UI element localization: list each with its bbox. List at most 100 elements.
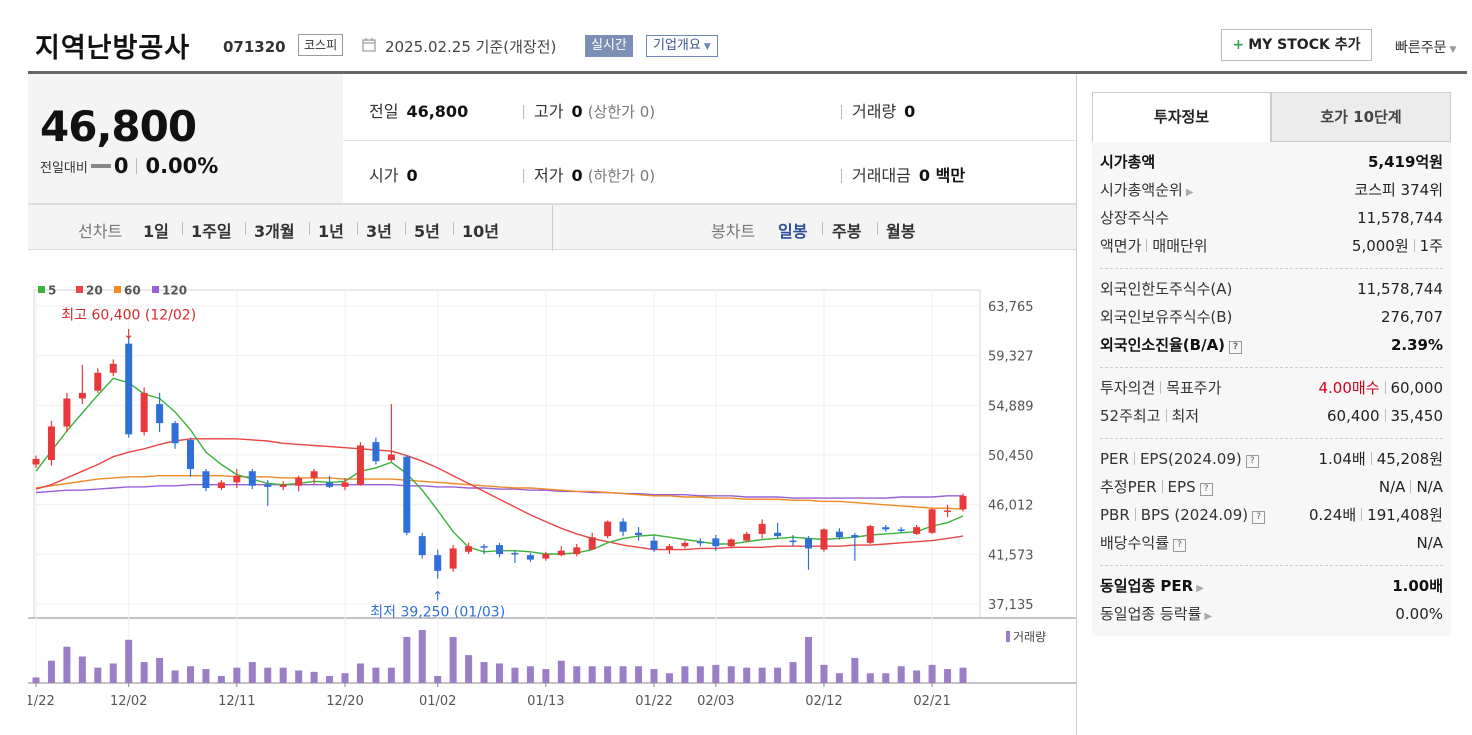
info-label-text: 외국인소진율(B/A) <box>1100 336 1226 354</box>
candle-monthly[interactable]: 월봉 <box>886 222 916 241</box>
up-arrow-icon: ↑ <box>432 589 443 604</box>
info-value-text: N/A <box>1378 478 1406 496</box>
separator <box>453 222 454 235</box>
volume-bar <box>557 660 565 683</box>
period-3y[interactable]: 3년 <box>366 222 392 241</box>
legend-swatch <box>152 286 159 293</box>
volume-bar <box>805 636 812 683</box>
info-value: 2.39% <box>1391 331 1443 359</box>
volume-bar <box>866 673 874 683</box>
candle-body <box>604 521 612 537</box>
info-value-text: N/A <box>1416 534 1443 552</box>
candle-body <box>465 546 473 552</box>
volume-bar <box>233 667 241 683</box>
candle-body <box>696 541 704 544</box>
info-row: 동일업종 PER ▶ 1.00배 <box>1100 572 1443 600</box>
open-label: 시가 <box>369 166 399 185</box>
info-row: 상장주식수 11,578,744 <box>1100 204 1443 232</box>
header-divider <box>28 71 1467 74</box>
volume-bar <box>526 666 534 683</box>
period-10y[interactable]: 10년 <box>462 222 499 241</box>
info-label[interactable]: 동일업종 PER ▶ <box>1100 572 1204 603</box>
info-row: 시가총액순위 ▶ 코스피 374위 <box>1100 176 1443 204</box>
volume-bar <box>434 676 442 683</box>
quick-order-link[interactable]: 빠른주문 ▼ <box>1395 37 1456 57</box>
help-icon[interactable]: ? <box>1245 455 1259 468</box>
info-value-text: 5,000원 <box>1351 237 1409 255</box>
legend-swatch <box>114 286 121 293</box>
realtime-button[interactable]: 실시간 <box>585 35 633 57</box>
info-label: 상장주식수 <box>1100 204 1169 232</box>
legend-label: 120 <box>162 284 187 298</box>
volume-bar <box>109 663 117 683</box>
prev-close-value: 46,800 <box>406 102 469 121</box>
separator <box>1384 381 1386 394</box>
stock-header: 지역난방공사 071320 코스피 2025.02.25 기준(개장전) 실시간… <box>0 0 1472 72</box>
candle-body <box>78 392 86 399</box>
candle-body <box>418 536 426 556</box>
info-value-text: 0.24배 <box>1308 506 1357 524</box>
info-label-text: PER <box>1100 450 1129 468</box>
candle-body <box>32 458 40 465</box>
volume-bar <box>959 667 967 683</box>
separator <box>523 105 524 119</box>
tab-order-book[interactable]: 호가 10단계 <box>1271 92 1451 142</box>
period-1y[interactable]: 1년 <box>318 222 344 241</box>
period-1w[interactable]: 1주일 <box>191 222 232 241</box>
help-icon[interactable]: ? <box>1199 483 1213 496</box>
separator <box>1370 452 1372 465</box>
volume-bar <box>573 666 581 683</box>
separator <box>245 222 246 235</box>
info-label[interactable]: 시가총액순위 ▶ <box>1100 176 1194 207</box>
info-value-text: 5,419억원 <box>1367 153 1443 171</box>
x-tick-label: 02/12 <box>805 694 842 709</box>
company-overview-label: 기업개요 <box>653 38 701 53</box>
candle-body <box>356 445 364 485</box>
candle-body <box>279 484 287 487</box>
volume-bar <box>913 670 921 683</box>
candle-weekly[interactable]: 주봉 <box>832 222 862 241</box>
open-price: 시가 0 <box>369 162 418 186</box>
info-label-text: 매매단위 <box>1152 237 1208 255</box>
period-1d[interactable]: 1일 <box>143 222 169 241</box>
volume-bar <box>635 666 643 683</box>
info-row: 추정PER EPS? N/A N/A <box>1100 473 1443 501</box>
panel-divider <box>1076 74 1077 735</box>
help-icon[interactable]: ? <box>1173 539 1187 552</box>
help-icon[interactable]: ? <box>1229 341 1243 354</box>
tab-investment-info[interactable]: 투자정보 <box>1092 92 1271 142</box>
x-tick-label: 02/03 <box>697 694 734 709</box>
period-3m[interactable]: 3개월 <box>254 222 295 241</box>
info-label[interactable]: 동일업종 등락률 ▶ <box>1100 600 1212 631</box>
help-icon[interactable]: ? <box>1252 511 1266 524</box>
info-value: 0.24배 191,408원 <box>1309 501 1443 529</box>
volume-bar <box>789 662 797 683</box>
candle-daily[interactable]: 일봉 <box>778 222 808 241</box>
volume: 거래량 0 <box>841 98 915 122</box>
add-my-stock-button[interactable]: + MY STOCK 추가 <box>1221 29 1372 61</box>
info-group: 동일업종 PER ▶ 1.00배 동일업종 등락률 ▶ 0.00% <box>1100 566 1443 636</box>
period-5y[interactable]: 5년 <box>414 222 440 241</box>
y-tick-label: 46,012 <box>988 499 1034 514</box>
chevron-down-icon: ▼ <box>703 42 711 52</box>
stock-candlestick-chart[interactable]: 63,765 59,327 54,889 50,450 46,012 41,573 37,1… <box>28 250 1076 735</box>
info-label: 투자의견 목표주가 <box>1100 374 1221 402</box>
info-value: 코스피 374위 <box>1354 176 1443 204</box>
info-label: 52주최고 최저 <box>1100 402 1199 430</box>
volume-value: 0 <box>904 102 916 121</box>
company-overview-dropdown[interactable]: 기업개요 ▼ <box>646 35 718 57</box>
candle-body <box>542 554 550 559</box>
candle-body <box>913 527 921 534</box>
separator <box>1133 452 1135 465</box>
info-label-text: 최저 <box>1171 407 1200 425</box>
info-value: N/A N/A <box>1379 473 1443 501</box>
change-value: 0 <box>113 154 129 178</box>
candle-body <box>635 532 643 536</box>
volume-bar <box>820 664 828 683</box>
candle-body <box>866 526 874 543</box>
annotation-low: 최저 39,250 (01/03) <box>370 604 505 620</box>
info-row: 배당수익률? N/A <box>1100 529 1443 557</box>
info-value-text: 60,400 <box>1327 407 1380 425</box>
x-tick-label: 01/13 <box>527 694 564 709</box>
info-value-text: 2.39% <box>1390 336 1443 354</box>
